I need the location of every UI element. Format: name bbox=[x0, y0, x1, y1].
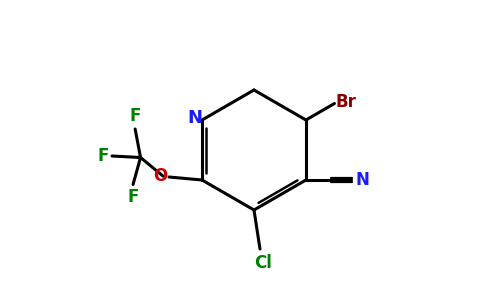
Text: Br: Br bbox=[336, 93, 357, 111]
Text: Cl: Cl bbox=[254, 254, 272, 272]
Text: N: N bbox=[355, 171, 369, 189]
Text: F: F bbox=[98, 147, 109, 165]
Text: O: O bbox=[153, 167, 167, 185]
Text: F: F bbox=[129, 107, 141, 125]
Text: F: F bbox=[127, 188, 139, 206]
Text: N: N bbox=[187, 109, 202, 127]
